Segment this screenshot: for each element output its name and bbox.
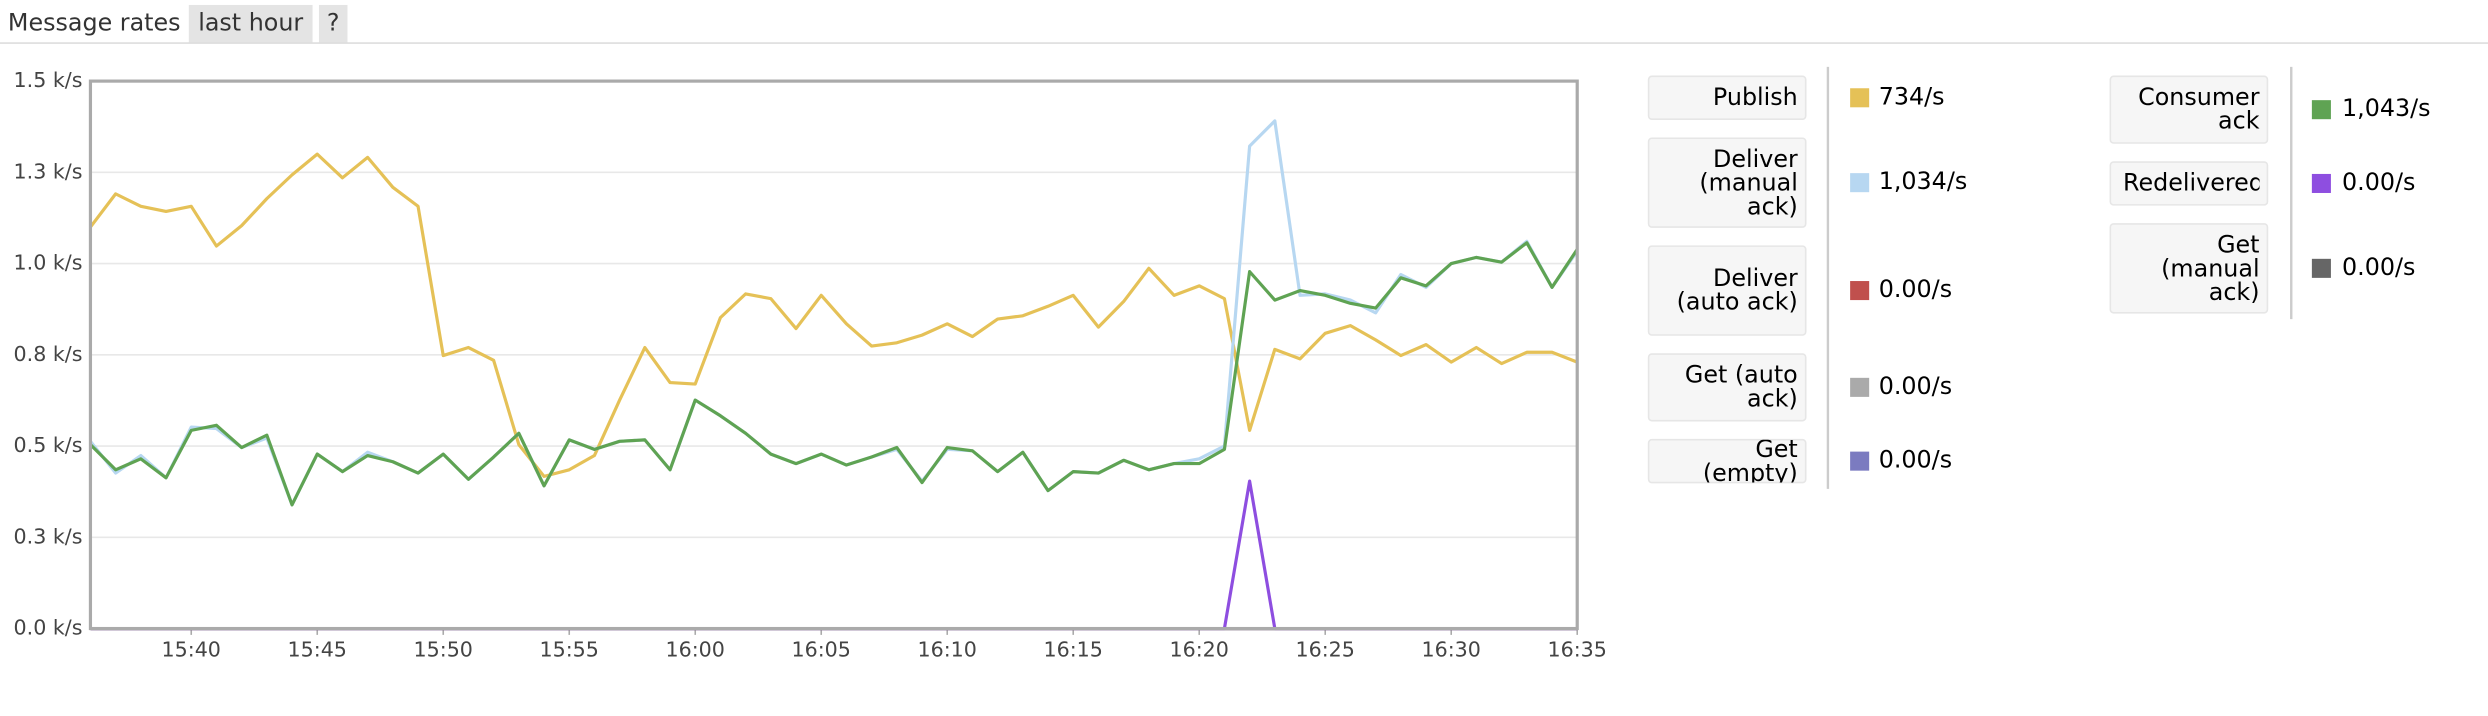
legend-label-box: Publish [1712,82,1798,112]
legend-box[interactable] [2109,161,2269,206]
help-label[interactable]: ? [327,8,340,36]
legend-label: Get (empty) [1702,439,1798,483]
legend-value: 1,043/s [2342,94,2431,122]
x-tick-label: 15:50 [414,638,473,662]
legend-label-box: Get (auto ack) [1684,360,1798,413]
legend-label: Deliver (auto ack) [1676,263,1798,316]
legend-swatch [2311,258,2331,278]
legend-swatch [2311,173,2331,193]
help-button[interactable] [318,4,348,44]
legend-label: Consumer ack [2138,82,2260,136]
legend-label: Redelivered [2123,168,2260,197]
series-line [89,152,1578,478]
y-tick-label: 0.5 k/s [14,433,83,457]
x-tick-label: 16:20 [1170,638,1229,662]
legend-box[interactable] [2109,75,2269,144]
range-button[interactable] [188,4,313,44]
legend-box[interactable] [1647,137,1807,228]
series-line [89,241,1579,507]
x-tick-label: 15:40 [162,638,221,662]
x-tick-label: 16:35 [1548,638,1607,662]
x-tick-label: 16:15 [1044,638,1103,662]
legend-label-box: Consumer ack [2138,82,2260,136]
legend-swatch [1850,377,1870,397]
legend-swatch [1850,173,1870,193]
legend-value: 0.00/s [1879,372,1952,400]
x-tick-label: 15:55 [540,638,599,662]
legend-label: Deliver (manual ack) [1699,143,1798,220]
section-title: Message rates [8,8,181,36]
legend-value: 0.00/s [2342,253,2415,281]
legend-box[interactable] [2109,223,2269,314]
plot-frame [88,79,1579,631]
x-tick-label: 16:05 [792,638,851,662]
legend-label-box: Get (manual ack) [2161,229,2260,306]
legend-swatch [1850,451,1870,471]
legend-box[interactable] [1647,353,1807,422]
series-line [90,479,1578,631]
legend-box[interactable] [1647,245,1807,336]
legend-label: Publish [1712,82,1798,112]
y-tick-label: 1.3 k/s [14,159,83,183]
y-tick-label: 0.3 k/s [14,524,83,548]
legend-box[interactable] [1647,75,1807,120]
legend-swatch [1850,281,1870,301]
x-tick-label: 16:30 [1422,638,1481,662]
legend-value: 0.00/s [1879,446,1952,474]
x-tick-label: 16:00 [666,638,725,662]
range-label[interactable]: last hour [198,8,303,36]
x-tick-label: 15:45 [288,638,347,662]
legend-label: Get (auto ack) [1684,360,1798,413]
y-tick-label: 1.5 k/s [14,68,83,92]
y-tick-label: 0.0 k/s [14,616,83,640]
x-tick-label: 16:25 [1296,638,1355,662]
legend-label-box: Deliver (auto ack) [1676,263,1798,316]
legend-swatch [2311,100,2331,120]
legend-label-box: Redelivered [2123,168,2260,197]
legend-value: 0.00/s [1879,275,1952,303]
y-tick-label: 0.8 k/s [14,342,83,366]
legend-swatch [1850,88,1870,108]
y-tick-label: 1.0 k/s [14,251,83,275]
legend-value: 734/s [1879,82,1945,110]
legend-label-box: Get (empty) [1702,439,1798,483]
series-line [89,119,1579,507]
legend-label: Get (manual ack) [2161,229,2260,306]
legend-value: 1,034/s [1879,167,1968,195]
x-tick-label: 16:10 [918,638,977,662]
legend-box[interactable] [1647,438,1807,484]
legend-value: 0.00/s [2342,168,2415,196]
legend-label-box: Deliver (manual ack) [1699,143,1798,220]
